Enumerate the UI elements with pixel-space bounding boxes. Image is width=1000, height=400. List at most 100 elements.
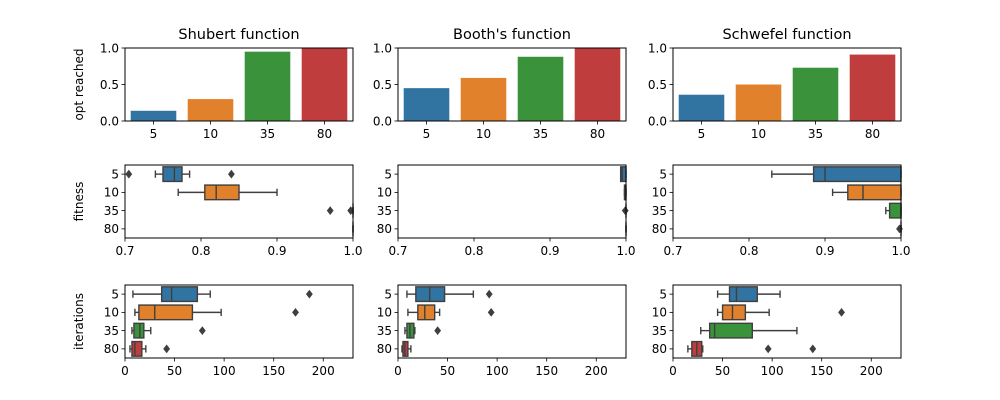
y-tick-label: 0.5	[648, 78, 667, 92]
y-tick-label: 80	[104, 222, 119, 236]
y-tick-label: 1.0	[648, 41, 667, 55]
outlier-point	[838, 307, 845, 317]
box-iqr	[708, 322, 754, 339]
box-10	[134, 304, 299, 321]
box-80	[401, 340, 412, 357]
x-tick-label: 0	[121, 364, 129, 378]
y-tick-label: 10	[652, 306, 667, 320]
x-tick-label: 0.9	[815, 244, 834, 258]
y-axis-label: opt reached	[72, 48, 86, 120]
axes-frame	[124, 47, 354, 122]
y-tick-label: 10	[377, 306, 392, 320]
y-tick-label: 0.0	[648, 114, 667, 128]
subplot-1-1: 5 10 35 80 0.7 0.8 0.9 1.0	[377, 164, 636, 258]
bar-10	[187, 99, 234, 121]
box-iqr	[721, 304, 747, 321]
outlier-point	[125, 169, 133, 179]
axes-frame	[397, 284, 627, 359]
x-tick-label: 5	[423, 127, 431, 141]
box-5	[132, 286, 313, 303]
x-tick-label: 10	[476, 127, 491, 141]
y-tick-label: 5	[384, 167, 392, 181]
x-tick-label: 0	[669, 364, 677, 378]
x-tick-label: 0.7	[388, 244, 407, 258]
y-tick-label: 10	[652, 186, 667, 200]
axes-frame	[397, 47, 627, 122]
x-tick-label: 0	[394, 364, 402, 378]
box-5	[619, 166, 627, 183]
y-tick-label: 10	[104, 306, 119, 320]
box-10	[177, 184, 278, 201]
box-iqr	[812, 166, 902, 183]
x-tick-label: 150	[535, 364, 558, 378]
x-tick-label: 50	[715, 364, 730, 378]
x-tick-label: 35	[260, 127, 275, 141]
bar-35	[517, 56, 564, 122]
x-tick-label: 200	[585, 364, 608, 378]
x-tick-label: 80	[317, 127, 332, 141]
y-tick-label: 80	[377, 222, 392, 236]
box-35	[404, 322, 442, 339]
y-tick-label: 35	[104, 324, 119, 338]
y-tick-label: 35	[652, 204, 667, 218]
subplot-1-0: 5 10 35 80 0.7 0.8 0.9 1.0 fitness	[72, 164, 363, 258]
box-iqr	[204, 184, 240, 201]
x-tick-label: 1.0	[891, 244, 910, 258]
bar-5	[130, 110, 177, 121]
y-tick-label: 5	[111, 287, 119, 301]
x-tick-label: 0.9	[540, 244, 559, 258]
x-tick-label: 150	[810, 364, 833, 378]
box-5	[125, 166, 235, 183]
bar-10	[460, 77, 507, 121]
x-tick-label: 0.8	[191, 244, 210, 258]
y-tick-label: 1.0	[100, 41, 119, 55]
y-tick-label: 35	[377, 204, 392, 218]
bar-5	[678, 94, 725, 121]
outlier-point	[292, 307, 299, 317]
x-tick-label: 35	[808, 127, 823, 141]
y-tick-label: 0.0	[373, 114, 392, 128]
box-80	[687, 340, 817, 357]
x-tick-label: 0.8	[464, 244, 483, 258]
outlier-point	[487, 307, 495, 317]
box-iqr	[847, 184, 902, 201]
bar-5	[403, 88, 450, 121]
box-iqr	[133, 322, 145, 339]
outlier-point	[228, 169, 235, 179]
panels: 0.0 0.5 1.0 5 10 35 80 Shubert function opt reac…	[72, 27, 911, 378]
box-iqr	[160, 286, 199, 303]
x-tick-label: 200	[860, 364, 883, 378]
x-tick-label: 80	[865, 127, 880, 141]
x-tick-label: 100	[213, 364, 236, 378]
x-tick-label: 50	[440, 364, 455, 378]
y-tick-label: 80	[652, 342, 667, 356]
box-iqr	[888, 202, 902, 219]
bar-35	[792, 67, 839, 121]
x-tick-label: 0.7	[115, 244, 134, 258]
outlier-point	[347, 206, 355, 216]
x-tick-label: 150	[262, 364, 285, 378]
y-tick-label: 80	[652, 222, 667, 236]
x-tick-label: 200	[312, 364, 335, 378]
y-tick-label: 0.0	[100, 114, 119, 128]
subplot-1-2: 5 10 35 80 0.7 0.8 0.9 1.0	[652, 164, 911, 258]
y-tick-label: 0.5	[100, 78, 119, 92]
bar-80	[574, 48, 621, 121]
y-tick-label: 5	[659, 287, 667, 301]
x-tick-label: 0.7	[663, 244, 682, 258]
subplot-title: Booth's function	[453, 27, 571, 43]
y-tick-label: 5	[111, 167, 119, 181]
subplot-2-1: 5 10 35 800 50 100 150 200	[377, 284, 627, 378]
box-35	[700, 322, 798, 339]
x-tick-label: 1.0	[343, 244, 362, 258]
y-tick-label: 35	[652, 324, 667, 338]
axes-frame	[124, 164, 354, 239]
x-tick-label: 5	[698, 127, 706, 141]
x-tick-label: 1.0	[616, 244, 635, 258]
y-axis-label: iterations	[72, 293, 86, 350]
bar-80	[301, 48, 348, 121]
axes-frame	[397, 164, 627, 239]
x-tick-label: 0.9	[267, 244, 286, 258]
